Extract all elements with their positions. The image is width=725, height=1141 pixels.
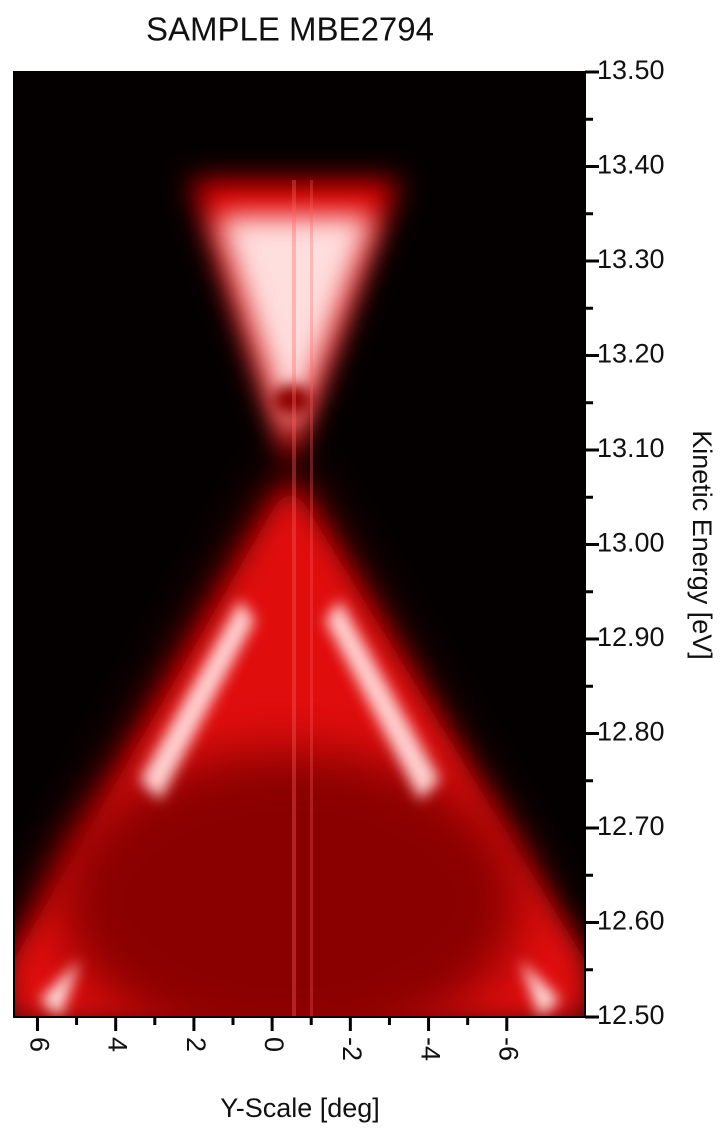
x-tick-label: 6 <box>24 1037 54 1052</box>
x-tick-label: 4 <box>103 1037 133 1052</box>
y-axis-label: Kinetic Energy [eV] <box>687 430 717 660</box>
y-tick-label: 13.40 <box>597 150 665 180</box>
y-tick-label: 13.50 <box>597 55 665 85</box>
chart-title: SAMPLE MBE2794 <box>146 11 434 48</box>
intensity-map <box>14 72 585 1017</box>
y-tick-label: 13.30 <box>597 244 665 274</box>
y-tick-label: 13.20 <box>597 339 665 369</box>
x-tick-label: 0 <box>259 1037 289 1052</box>
y-tick-label: 12.70 <box>597 811 665 841</box>
x-tick-label: -2 <box>337 1037 367 1061</box>
y-tick-label: 13.10 <box>597 433 665 463</box>
y-tick-label: 12.60 <box>597 906 665 936</box>
y-tick-label: 12.90 <box>597 622 665 652</box>
y-tick-label: 13.00 <box>597 528 665 558</box>
x-tick-label: 2 <box>181 1037 211 1052</box>
x-axis-label: Y-Scale [deg] <box>220 1093 380 1123</box>
y-tick-label: 12.50 <box>597 1000 665 1030</box>
y-tick-label: 12.80 <box>597 717 665 747</box>
x-tick-label: -4 <box>415 1037 445 1061</box>
x-tick-label: -6 <box>494 1037 524 1061</box>
